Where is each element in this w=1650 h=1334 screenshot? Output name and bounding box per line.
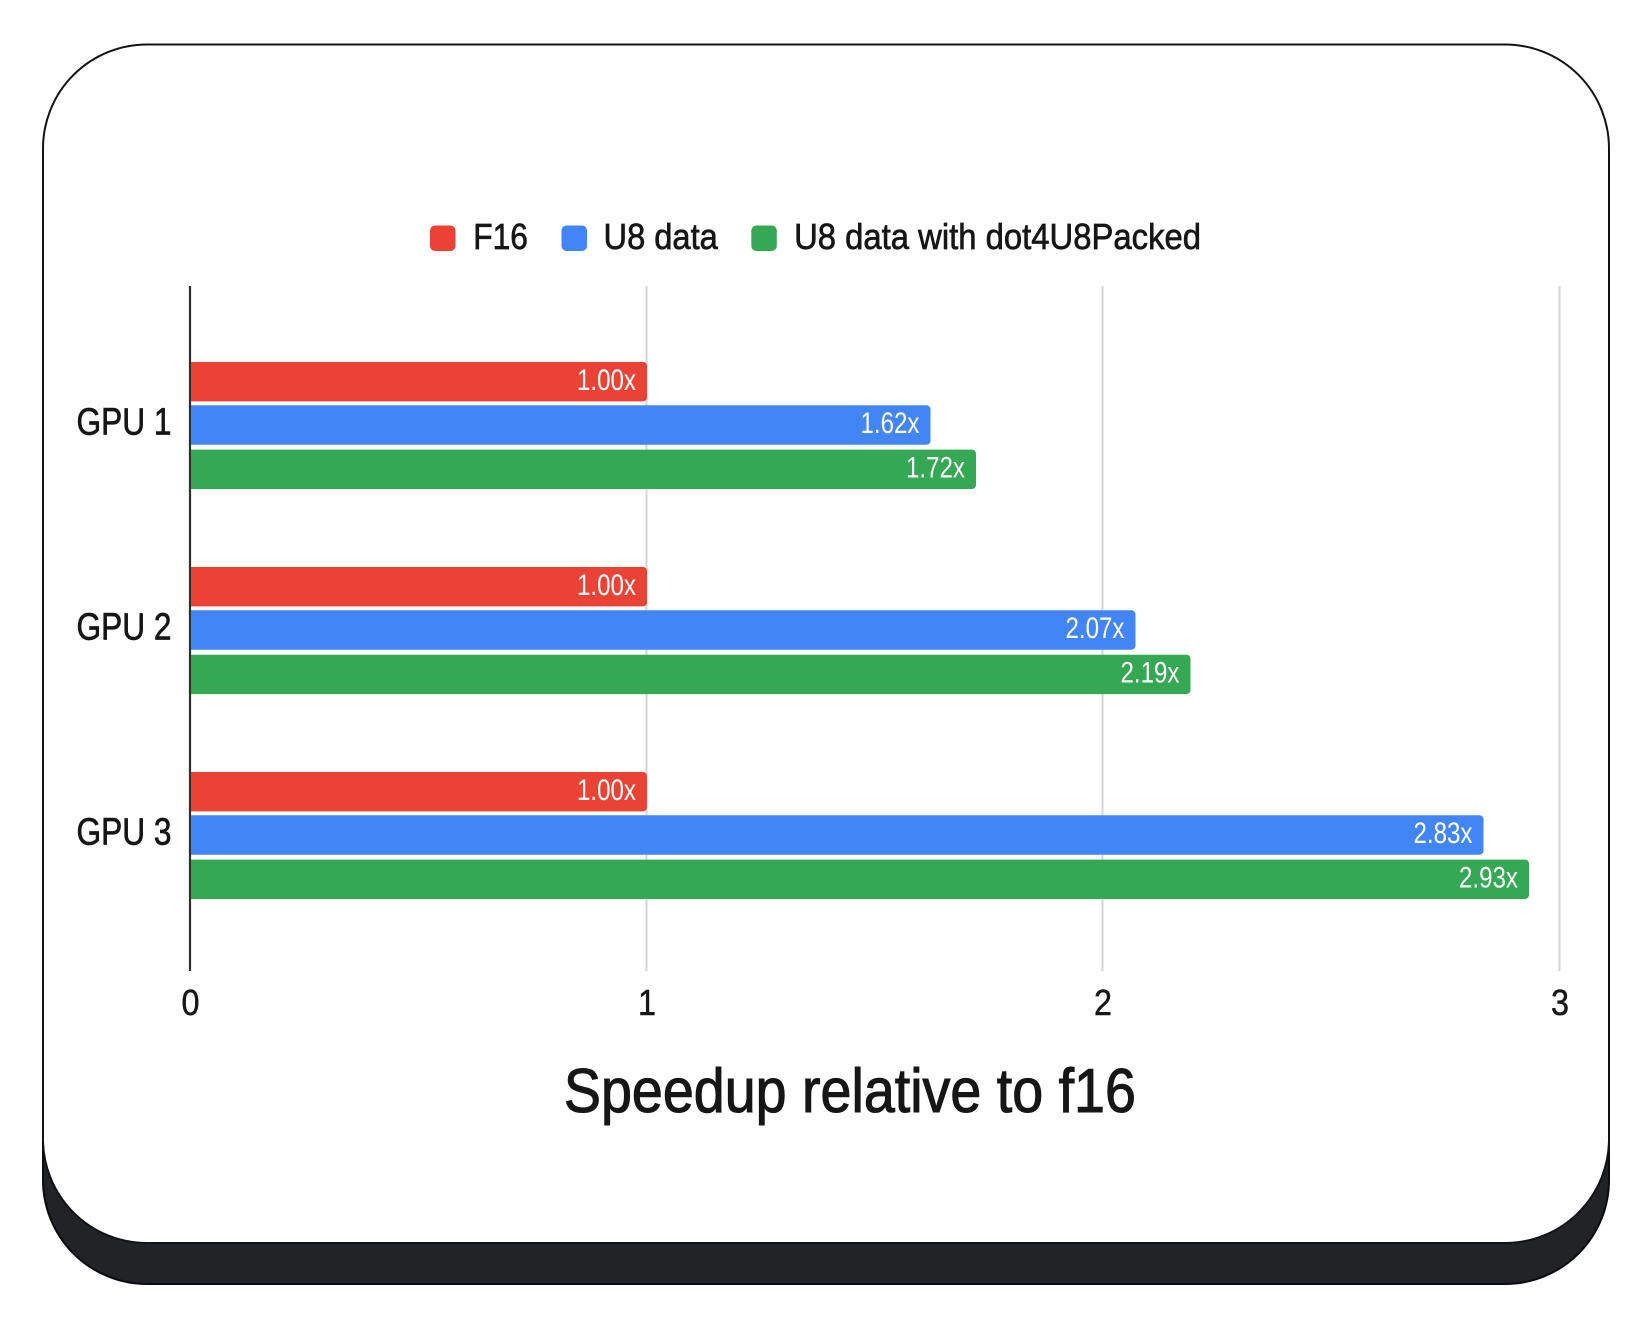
svg-text:2.93x: 2.93x [1459,861,1518,894]
svg-text:1.62x: 1.62x [861,407,920,440]
svg-text:1.00x: 1.00x [577,569,636,602]
svg-text:2.07x: 2.07x [1066,612,1125,645]
svg-text:1.72x: 1.72x [906,451,965,484]
svg-text:3: 3 [1551,982,1569,1023]
svg-text:2: 2 [1094,982,1112,1023]
svg-text:1: 1 [638,982,656,1023]
svg-text:GPU 3: GPU 3 [77,812,172,854]
svg-text:Speedup relative to f16: Speedup relative to f16 [564,1057,1136,1126]
svg-text:2.19x: 2.19x [1121,657,1180,690]
svg-text:2.83x: 2.83x [1414,817,1473,850]
svg-text:1.00x: 1.00x [577,364,636,397]
svg-text:U8 data with dot4U8Packed: U8 data with dot4U8Packed [794,216,1201,257]
svg-text:F16: F16 [473,216,528,257]
svg-text:GPU 2: GPU 2 [77,607,172,649]
svg-text:U8 data: U8 data [604,216,719,257]
svg-text:GPU 1: GPU 1 [77,402,172,444]
svg-text:1.00x: 1.00x [577,774,636,807]
svg-text:0: 0 [182,982,200,1023]
